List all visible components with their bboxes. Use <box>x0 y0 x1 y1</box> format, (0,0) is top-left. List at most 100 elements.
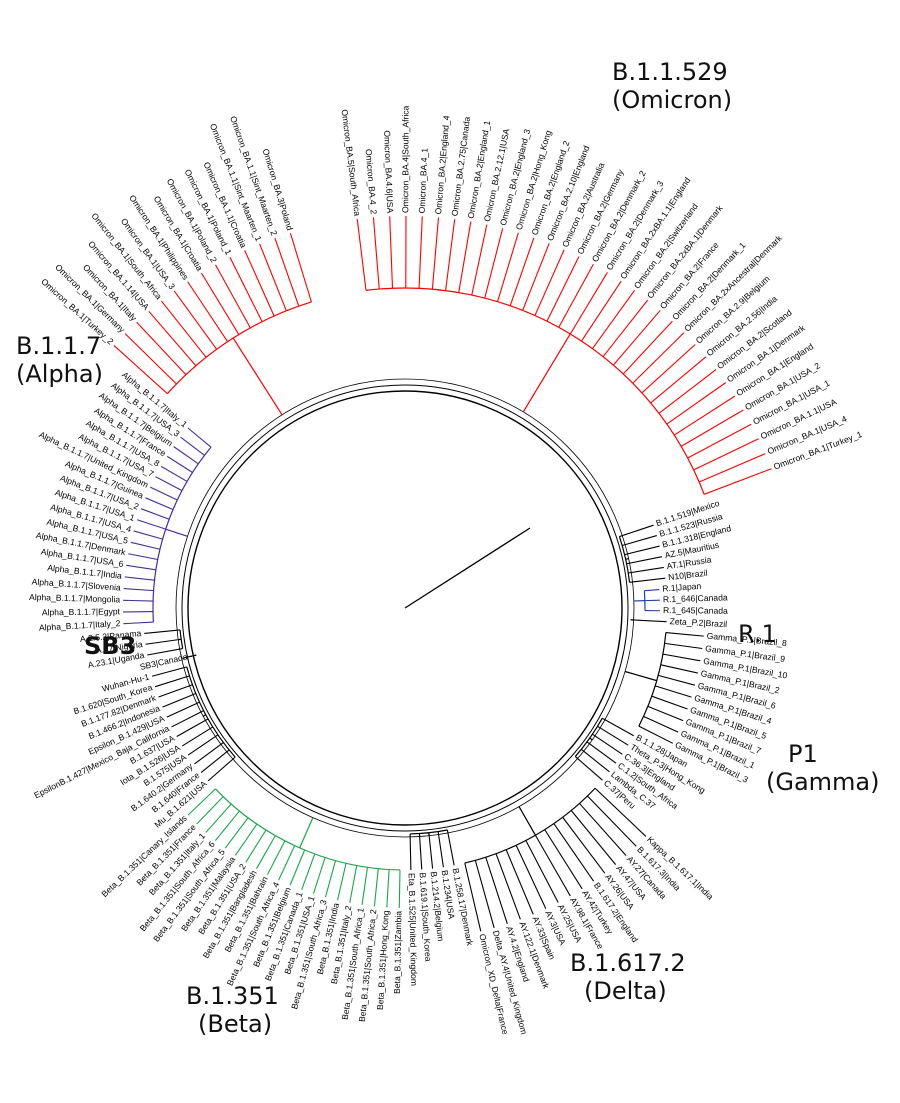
tip-label: Alpha_B.1.1.7|Egypt <box>42 606 121 617</box>
tip-branch <box>534 834 571 897</box>
tip-branch <box>569 272 608 335</box>
tip-branch <box>622 320 673 375</box>
tip-branch <box>680 409 744 447</box>
tip-branch <box>558 263 594 328</box>
tip-branch <box>215 264 251 329</box>
clade-label-gamma-line2: (Gamma) <box>766 768 880 796</box>
tip-branch <box>579 803 627 857</box>
tip-branch <box>602 299 649 357</box>
clade-label-r1: R.1 <box>738 620 777 648</box>
tip-branch <box>673 395 736 436</box>
root-branch <box>404 527 531 609</box>
tip-branch <box>660 664 698 674</box>
tip-branch <box>130 541 161 550</box>
clade-arc-other-11 <box>179 629 184 649</box>
tip-branch <box>162 693 197 708</box>
tip-branch <box>655 685 692 698</box>
tip-branch <box>458 221 472 293</box>
tip-branch <box>187 281 229 342</box>
clade-stem-omicron-0 <box>522 333 571 413</box>
clade-label-sb3: SB3 <box>84 632 136 660</box>
tip-label: N10|Brazil <box>668 568 708 582</box>
tip-branch <box>259 243 287 312</box>
tip-branch <box>666 382 727 425</box>
tip-branch <box>144 629 181 634</box>
tip-branch <box>245 829 267 863</box>
backbone-ring-3 <box>175 378 635 838</box>
tip-label: Beta_B.1.351|Zambia <box>392 911 404 994</box>
tip-branch <box>612 310 661 366</box>
tip-branch <box>647 705 684 722</box>
tip-branch <box>643 715 679 733</box>
tip-branch <box>505 849 534 915</box>
tip-branch <box>171 710 204 728</box>
tip-branch <box>224 817 249 849</box>
tip-branch <box>464 862 482 932</box>
tip-branch <box>592 733 623 755</box>
tip-branch <box>687 423 752 459</box>
tip-branch <box>154 675 190 688</box>
tip-branch <box>418 216 423 289</box>
tip-label: Omicron_BA.4.6|USA <box>382 130 395 214</box>
tip-branch <box>497 232 519 302</box>
tip-branch <box>624 545 660 556</box>
tip-label: R.1_645|Canada <box>663 605 728 616</box>
tip-branch <box>650 356 707 404</box>
tip-branch <box>522 243 550 311</box>
tip-branch <box>187 734 219 756</box>
tip-branch <box>632 332 685 384</box>
clade-arc-beta-8 <box>215 788 401 871</box>
tip-branch <box>544 829 583 890</box>
clade-label-delta-line1: B.1.617.2 <box>570 949 686 977</box>
tip-label: Zeta_P.2|Brazil <box>669 616 727 629</box>
tip-branch <box>194 742 224 765</box>
tip-branch <box>597 725 629 746</box>
tip-branch <box>602 717 634 737</box>
tip-branch <box>234 823 258 856</box>
tip-branch <box>658 369 717 414</box>
tip-branch <box>665 632 704 637</box>
clade-arc-other-9 <box>186 666 236 758</box>
tip-branch <box>166 455 193 473</box>
tip-branch <box>200 272 240 335</box>
tip-branch <box>641 344 696 394</box>
tip-branch <box>205 803 232 833</box>
tip-branch <box>244 250 275 317</box>
tip-branch <box>664 642 703 650</box>
tip-label: Omicron_BA.2|England_4 <box>433 115 451 215</box>
tip-branch <box>418 833 423 870</box>
tip-branch <box>428 832 434 869</box>
tip-branch <box>386 869 390 908</box>
tip-branch <box>166 701 200 718</box>
tip-branch <box>622 535 657 547</box>
tip-branch <box>398 869 401 908</box>
tip-branch <box>124 333 177 385</box>
tip-branch <box>515 845 547 909</box>
tip-label: R.1|Japan <box>662 581 702 594</box>
tip-branch <box>409 833 412 870</box>
tip-label: Omicron_BA.4|South_Africa <box>400 105 410 213</box>
tip-branch <box>173 290 218 350</box>
tip-branch <box>289 232 312 303</box>
tip-branch <box>437 831 444 868</box>
tip-branch <box>484 228 504 299</box>
tip-branch <box>471 224 488 296</box>
tip-branch <box>495 853 521 920</box>
clade-stem-omicron-13 <box>232 337 283 416</box>
tip-branch <box>372 217 380 290</box>
clade-stem-other-9 <box>202 714 207 717</box>
tip-branch <box>123 621 154 625</box>
tip-branch <box>638 725 674 744</box>
tip-branch <box>485 857 508 925</box>
tip-branch <box>703 468 772 495</box>
tip-branch <box>698 453 766 483</box>
tip-branch <box>628 566 664 574</box>
tip-branch <box>658 674 696 686</box>
tip-branch <box>594 787 647 837</box>
tip-branch <box>136 321 187 376</box>
tip-branch <box>136 519 166 530</box>
tip-branch <box>187 788 216 816</box>
tip-branch <box>570 810 617 865</box>
tip-branch <box>336 863 347 901</box>
